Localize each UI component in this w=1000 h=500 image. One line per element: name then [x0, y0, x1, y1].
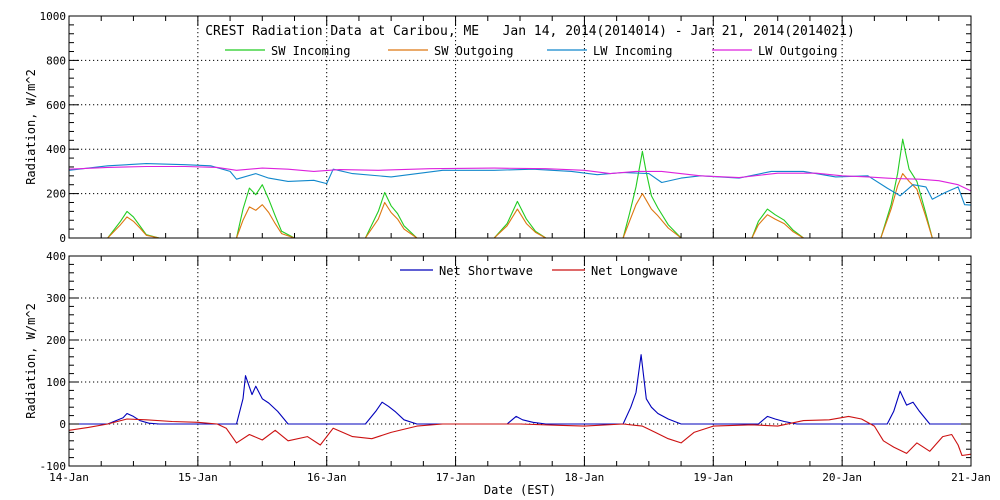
- bottom-plot-frame: [68, 255, 972, 467]
- series-line-lw-incoming: [68, 163, 972, 206]
- chart-title: CREST Radiation Data at Caribou, ME Jan …: [205, 24, 855, 39]
- top-panel: 0 200 400 600 800 1000 Radiation, W/m^2 CREST…: [24, 10, 972, 245]
- x-tick-label: 14-Jan: [49, 471, 89, 484]
- x-tick-label: 18-Jan: [565, 471, 605, 484]
- y-axis-title: Radiation, W/m^2: [24, 69, 38, 185]
- x-tick-labels: 14-Jan 15-Jan 16-Jan 17-Jan 18-Jan 19-Jan 20-J…: [49, 471, 991, 484]
- top-legend: SW Incoming SW Outgoing LW Incoming LW Outg…: [225, 44, 837, 58]
- x-axis-title: Date (EST): [484, 483, 556, 497]
- y-tick-label: 0: [59, 418, 66, 431]
- series-line-sw-incoming: [69, 138, 971, 239]
- y-tick-label: 400: [46, 250, 66, 263]
- x-tick-label: 21-Jan: [951, 471, 991, 484]
- y-tick-label: 200: [46, 188, 66, 201]
- series-line-net-longwave: [68, 415, 972, 457]
- y-tick-label: 800: [46, 54, 66, 67]
- y-axis-title: Radiation, W/m^2: [24, 303, 38, 419]
- x-tick-label: 17-Jan: [436, 471, 476, 484]
- y-tick-label: 400: [46, 143, 66, 156]
- bottom-panel: -100 0 100 200 300 400 Radiation, W/m^2 Net S…: [24, 250, 991, 497]
- legend-label-lw-outgoing: LW Outgoing: [758, 44, 837, 58]
- series-line-lw-outgoing: [68, 165, 972, 192]
- y-tick-label: 200: [46, 334, 66, 347]
- x-tick-label: 16-Jan: [307, 471, 347, 484]
- y-tick-label: 600: [46, 99, 66, 112]
- series-line-net-shortwave: [69, 354, 971, 425]
- legend-label-sw-outgoing: SW Outgoing: [434, 44, 513, 58]
- y-tick-label: 0: [59, 232, 66, 245]
- x-tick-label: 20-Jan: [822, 471, 862, 484]
- x-tick-label: 15-Jan: [178, 471, 218, 484]
- legend-label-sw-incoming: SW Incoming: [271, 44, 350, 58]
- y-tick-label: 100: [46, 376, 66, 389]
- y-tick-label: 1000: [40, 10, 67, 23]
- x-tick-label: 19-Jan: [693, 471, 733, 484]
- y-tick-label: 300: [46, 292, 66, 305]
- legend-label-net-shortwave: Net Shortwave: [439, 264, 533, 278]
- legend-label-net-longwave: Net Longwave: [591, 264, 678, 278]
- legend-label-lw-incoming: LW Incoming: [593, 44, 672, 58]
- y-tick-label: -100: [40, 460, 67, 473]
- bottom-legend: Net Shortwave Net Longwave: [400, 264, 678, 278]
- top-plot-frame: [68, 15, 972, 239]
